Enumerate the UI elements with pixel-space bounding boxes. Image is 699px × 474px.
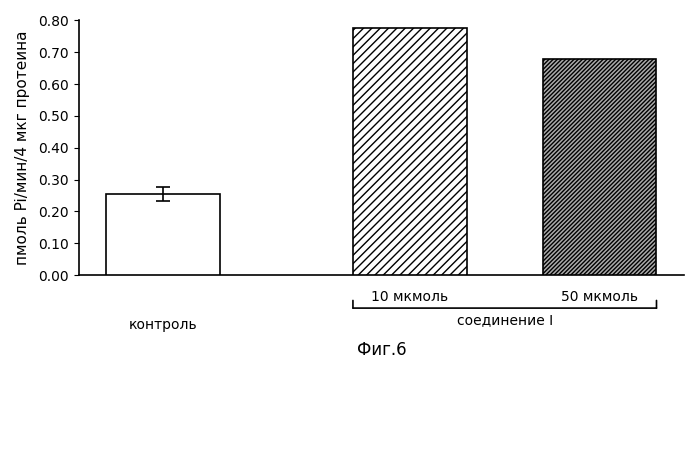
Text: 10 мкмоль: 10 мкмоль (371, 290, 449, 304)
Text: контроль: контроль (129, 318, 198, 332)
Text: Фиг.6: Фиг.6 (356, 341, 406, 359)
Y-axis label: пмоль Pi/мин/4 мкг протеина: пмоль Pi/мин/4 мкг протеина (15, 30, 30, 265)
Text: 50 мкмоль: 50 мкмоль (561, 290, 638, 304)
Text: соединение I: соединение I (456, 313, 553, 327)
Bar (353, 28, 467, 275)
Bar (542, 59, 656, 275)
Bar (106, 194, 220, 275)
